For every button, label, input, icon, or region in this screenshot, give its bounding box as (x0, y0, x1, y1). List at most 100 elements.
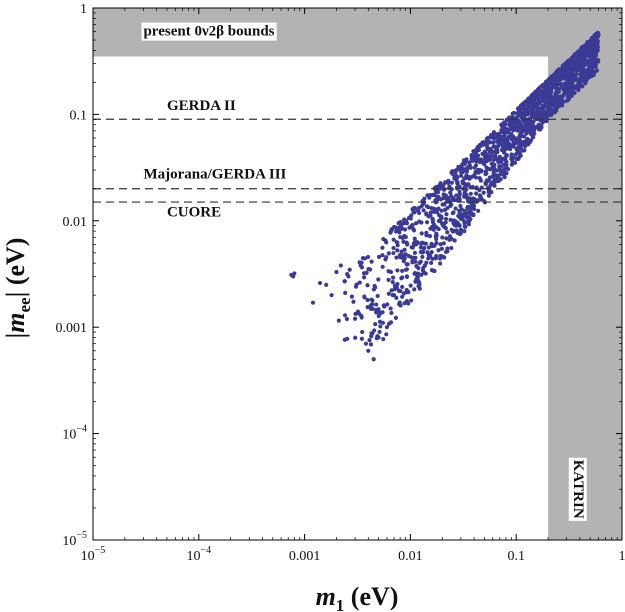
scatter-point (568, 89, 573, 94)
scatter-point (352, 316, 358, 321)
scatter-point (425, 250, 430, 255)
scatter-point (462, 176, 467, 181)
scatter-point (491, 130, 496, 135)
scatter-point (569, 56, 575, 61)
x-axis-unit: (eV) (344, 582, 398, 611)
scatter-point (359, 313, 364, 319)
scatter-point (453, 206, 458, 211)
scatter-point (595, 34, 601, 39)
scatter-point (385, 302, 390, 307)
scatter-point (522, 148, 527, 153)
x-tick-label: 0.01 (398, 549, 423, 564)
scatter-point (498, 164, 504, 169)
scatter-point (521, 114, 527, 120)
scatter-point (408, 283, 413, 288)
scatter-point (448, 190, 453, 195)
scatter-point (502, 121, 507, 126)
scatter-point (464, 169, 470, 174)
scatter-point (365, 283, 370, 288)
scatter-point (361, 275, 367, 280)
scatter-point (495, 144, 501, 149)
scatter-point (506, 166, 511, 172)
bounds-label: present 0ν2β bounds (143, 24, 274, 40)
scatter-point (373, 285, 378, 290)
scatter-point (472, 206, 477, 212)
scatter-point (476, 208, 481, 213)
scatter-point (429, 249, 434, 255)
scatter-point (413, 255, 418, 260)
scatter-point (414, 272, 419, 277)
scatter-point (383, 257, 388, 262)
scatter-point (509, 162, 514, 167)
scatter-point (511, 141, 516, 146)
scatter-point (445, 246, 450, 251)
scatter-point (456, 194, 461, 199)
scatter-point (400, 275, 405, 280)
scatter-point (358, 260, 364, 266)
scatter-point (366, 348, 371, 353)
scatter-point (509, 156, 514, 161)
scatter-point (386, 251, 391, 256)
scatter-point (349, 294, 355, 299)
scatter-point (498, 177, 503, 182)
scatter-point (374, 336, 379, 341)
scatter-point (418, 259, 423, 264)
scatter-point (517, 105, 522, 110)
scatter-point (464, 183, 469, 188)
scatter-point (395, 268, 400, 273)
scatter-point (407, 215, 412, 220)
scatter-point (381, 303, 386, 308)
scatter-point (547, 99, 552, 104)
scatter-point (477, 160, 483, 165)
scatter-point (399, 249, 404, 254)
scatter-point (528, 131, 533, 136)
scatter-point (370, 331, 375, 336)
scatter-point (486, 187, 491, 192)
scatter-point (513, 126, 518, 132)
scatter-point (449, 245, 454, 251)
scatter-point (495, 139, 500, 144)
y-tick-label: 0.1 (70, 108, 88, 123)
scatter-point (462, 193, 467, 198)
scatter-point (393, 225, 398, 230)
scatter-point (473, 152, 478, 157)
scatter-point (427, 234, 433, 239)
scatter-point (469, 153, 474, 158)
scatter-point (406, 253, 411, 259)
scatter-point (500, 143, 505, 148)
scatter-point (476, 144, 481, 150)
scatter-point (377, 329, 382, 335)
scatter-point (458, 203, 463, 209)
scatter-point (564, 90, 569, 95)
scatter-point (539, 84, 545, 89)
scatter-point (516, 123, 521, 128)
scatter-point (470, 184, 475, 189)
scatter-point (422, 245, 427, 251)
scatter-point (436, 226, 441, 232)
scatter-point (426, 214, 431, 219)
scatter-point (504, 160, 509, 165)
x-axis-subscript: 1 (336, 596, 345, 612)
scatter-point (383, 238, 388, 243)
scatter-point (486, 193, 492, 198)
scatter-point (491, 157, 496, 162)
scatter-point (537, 113, 542, 118)
scatter-point (544, 116, 550, 122)
x-tick-label: 0.001 (289, 549, 321, 564)
scatter-point (475, 155, 480, 160)
scatter-point (376, 254, 382, 259)
scatter-point (576, 63, 582, 69)
scatter-point (435, 194, 440, 199)
scatter-point (547, 105, 552, 111)
scatter-point (462, 229, 467, 234)
scatter-point (497, 154, 502, 159)
scatter-point (479, 168, 484, 173)
scatter-point (494, 148, 499, 153)
scatter-point (449, 180, 454, 185)
scatter-point (437, 213, 442, 218)
scatter-point (523, 124, 528, 130)
scatter-point (438, 197, 443, 202)
scatter-point (409, 223, 414, 228)
scatter-point (558, 101, 563, 106)
scatter-point (443, 216, 449, 222)
